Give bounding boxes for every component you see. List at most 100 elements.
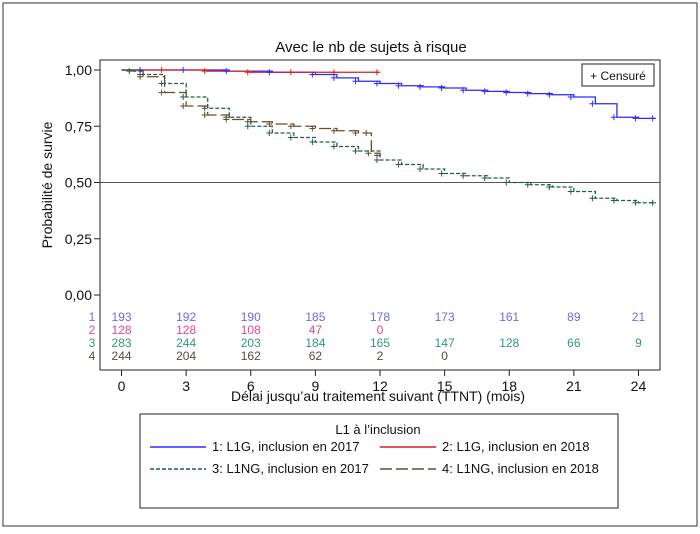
survival-curve-4 — [121, 69, 381, 156]
risk-count-3: 128 — [499, 336, 519, 350]
censor-mark-3 — [126, 68, 133, 75]
risk-count-4: 62 — [309, 349, 323, 363]
risk-count-1: 185 — [305, 310, 325, 324]
censor-mark-3 — [287, 134, 294, 141]
censor-marks — [126, 67, 656, 206]
x-axis-label: Délai jusqu’au traitement suivant (TTNT)… — [231, 388, 525, 404]
outer-border — [2, 2, 698, 527]
legend-label-1: 1: L1G, inclusion en 2017 — [212, 439, 359, 454]
y-axis-ticks: 0,00 0,25 0,50 0,75 1,00 — [65, 62, 660, 303]
legend-label-4: 4: L1NG, inclusion en 2018 — [442, 461, 599, 476]
censor-mark-1 — [438, 85, 445, 91]
censor-mark-1 — [649, 115, 656, 122]
censor-mark-3 — [201, 105, 208, 112]
censor-mark-3 — [610, 197, 617, 204]
risk-count-4: 162 — [241, 349, 261, 363]
risk-count-4: 204 — [176, 349, 196, 363]
x-tick-label: 24 — [631, 378, 647, 394]
censor-mark-4 — [352, 130, 359, 136]
censor-mark-3 — [417, 166, 424, 172]
censor-mark-2 — [374, 69, 380, 76]
censor-mark-1 — [395, 82, 402, 89]
censor-mark-4 — [374, 152, 380, 159]
risk-count-3: 203 — [241, 336, 261, 350]
risk-row-label-4: 4 — [89, 349, 96, 363]
risk-count-2: 128 — [112, 323, 132, 337]
x-tick-label: 3 — [182, 378, 190, 394]
censor-mark-4 — [309, 125, 316, 132]
censor-legend-frame — [581, 63, 655, 87]
censor-mark-4 — [223, 116, 230, 123]
risk-count-2: 128 — [176, 323, 196, 337]
risk-count-3: 165 — [370, 336, 390, 350]
risk-count-1: 89 — [567, 310, 581, 324]
censor-legend-label: + Censuré — [590, 69, 646, 83]
censor-mark-4 — [137, 73, 144, 80]
x-tick-label: 9 — [311, 378, 319, 394]
censor-mark-1 — [481, 88, 488, 95]
x-tick-label: 15 — [437, 378, 453, 394]
censor-mark-1 — [503, 89, 510, 96]
survival-curve-1 — [121, 69, 656, 120]
risk-count-4: 0 — [441, 349, 448, 363]
censor-mark-2 — [287, 69, 294, 76]
censor-mark-1 — [266, 69, 273, 76]
legend-label-3: 3: L1NG, inclusion en 2017 — [212, 461, 369, 476]
y-tick-label: 0,50 — [65, 175, 92, 191]
risk-count-4: 2 — [377, 349, 384, 363]
censor-mark-2 — [201, 68, 208, 75]
risk-count-3: 283 — [112, 336, 132, 350]
censor-mark-1 — [460, 87, 467, 94]
risk-count-1: 21 — [632, 310, 646, 324]
censor-mark-1 — [589, 100, 596, 107]
risk-count-1: 173 — [435, 310, 455, 324]
censor-mark-1 — [632, 115, 639, 122]
censor-mark-1 — [546, 91, 553, 98]
censor-mark-3 — [330, 143, 337, 150]
censor-mark-3 — [503, 179, 510, 186]
risk-count-3: 147 — [435, 336, 455, 350]
censor-mark-3 — [266, 130, 273, 136]
censor-mark-3 — [567, 188, 574, 195]
x-tick-label: 6 — [247, 378, 255, 394]
y-tick-label: 0,75 — [65, 118, 92, 134]
censor-mark-4 — [180, 103, 187, 109]
censor-mark-3 — [158, 80, 165, 87]
survival-curve-2 — [121, 69, 380, 73]
censor-mark-3 — [309, 139, 316, 145]
censor-mark-2 — [330, 69, 337, 76]
x-tick-label: 21 — [566, 378, 582, 394]
risk-count-3: 184 — [305, 336, 325, 350]
y-tick-label: 0,00 — [65, 287, 92, 303]
censor-mark-3 — [649, 199, 656, 206]
censor-mark-4 — [330, 127, 337, 134]
censor-mark-1 — [330, 74, 337, 81]
legend: L1 à l’inclusion 1: L1G, inclusion en 20… — [139, 413, 619, 509]
censor-mark-3 — [180, 94, 187, 100]
risk-count-2: 108 — [241, 323, 261, 337]
risk-count-2: 47 — [309, 323, 323, 337]
risk-count-1: 193 — [112, 310, 132, 324]
censor-legend-box: + Censuré — [581, 63, 655, 87]
censor-mark-1 — [352, 78, 359, 85]
x-axis-ticks: 0 3 6 9 12 15 18 21 24 — [118, 370, 647, 394]
censor-mark-4 — [244, 118, 251, 125]
legend-frame — [139, 413, 619, 509]
censor-mark-3 — [481, 175, 488, 181]
risk-count-3: 66 — [567, 336, 581, 350]
risk-count-1: 178 — [370, 310, 390, 324]
censor-mark-4 — [363, 130, 370, 136]
censor-mark-1 — [180, 67, 187, 73]
x-tick-label: 12 — [372, 378, 388, 394]
censor-mark-1 — [309, 71, 316, 78]
censor-mark-3 — [438, 170, 445, 177]
censor-mark-2 — [244, 69, 251, 76]
legend-title: L1 à l’inclusion — [335, 422, 420, 437]
censor-mark-3 — [352, 148, 359, 154]
censor-mark-3 — [546, 184, 553, 190]
censor-mark-1 — [567, 94, 574, 100]
censor-mark-4 — [287, 123, 294, 130]
x-tick-label: 18 — [501, 378, 517, 394]
censor-mark-4 — [201, 112, 208, 118]
